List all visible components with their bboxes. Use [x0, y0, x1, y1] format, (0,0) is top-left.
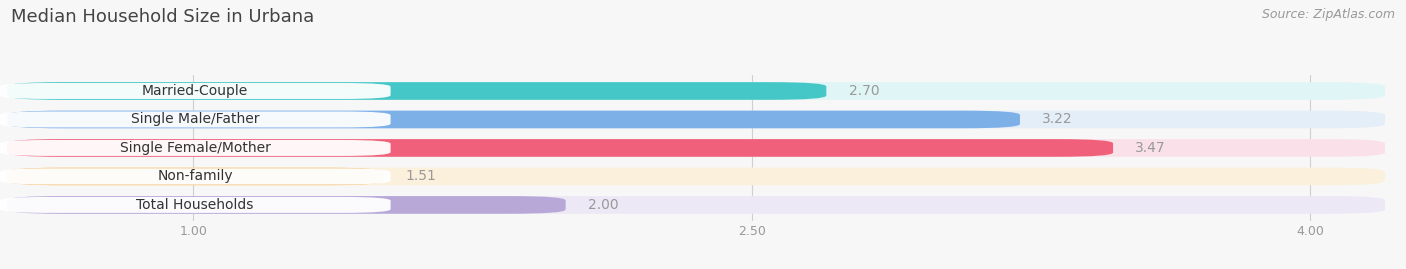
FancyBboxPatch shape — [7, 139, 1114, 157]
Text: 2.70: 2.70 — [849, 84, 879, 98]
Text: Non-family: Non-family — [157, 169, 233, 183]
Text: Total Households: Total Households — [136, 198, 253, 212]
Text: 3.22: 3.22 — [1042, 112, 1073, 126]
FancyBboxPatch shape — [7, 111, 1385, 128]
FancyBboxPatch shape — [0, 197, 391, 213]
FancyBboxPatch shape — [7, 111, 1019, 128]
Text: Median Household Size in Urbana: Median Household Size in Urbana — [11, 8, 315, 26]
Text: Single Female/Mother: Single Female/Mother — [120, 141, 270, 155]
FancyBboxPatch shape — [7, 196, 1385, 214]
FancyBboxPatch shape — [7, 82, 827, 100]
FancyBboxPatch shape — [7, 168, 384, 185]
FancyBboxPatch shape — [7, 168, 1385, 185]
FancyBboxPatch shape — [7, 196, 565, 214]
Text: Married-Couple: Married-Couple — [142, 84, 249, 98]
Text: 1.51: 1.51 — [405, 169, 436, 183]
FancyBboxPatch shape — [7, 82, 1385, 100]
Text: Single Male/Father: Single Male/Father — [131, 112, 259, 126]
FancyBboxPatch shape — [0, 168, 391, 185]
Text: Source: ZipAtlas.com: Source: ZipAtlas.com — [1261, 8, 1395, 21]
Text: 2.00: 2.00 — [588, 198, 619, 212]
FancyBboxPatch shape — [0, 83, 391, 99]
FancyBboxPatch shape — [7, 139, 1385, 157]
Text: 3.47: 3.47 — [1136, 141, 1166, 155]
FancyBboxPatch shape — [0, 140, 391, 156]
FancyBboxPatch shape — [0, 111, 391, 128]
